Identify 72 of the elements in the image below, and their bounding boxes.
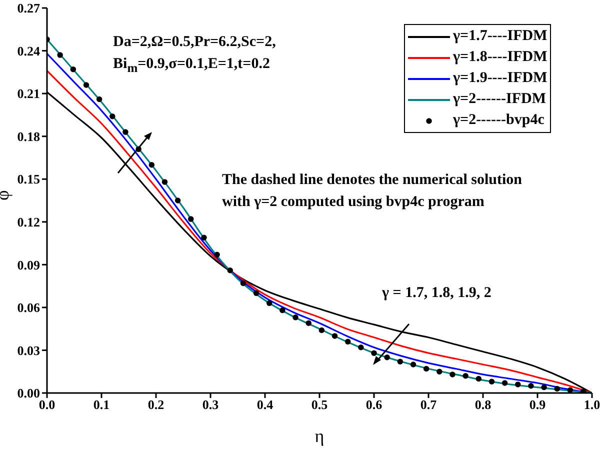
point: [292, 314, 298, 320]
x-tick-label: 0.0: [38, 397, 56, 412]
x-tick-label: 0.7: [420, 397, 438, 412]
point: [450, 372, 456, 378]
annotation: Bi$_{m}$=0.9,σ=0.1,E=1,t=0.2: [113, 56, 270, 76]
point: [488, 378, 495, 384]
x-tick-label: 0.6: [366, 397, 383, 412]
point: [122, 129, 128, 135]
point: [110, 114, 116, 120]
point: [410, 362, 416, 368]
point: [253, 290, 260, 296]
point: [227, 268, 233, 274]
point: [554, 386, 560, 392]
y-tick-label: 0.27: [17, 0, 40, 16]
y-axis-title: φ: [0, 190, 12, 200]
point: [280, 307, 286, 314]
x-tick-label: 0.1: [93, 397, 110, 412]
legend-label: γ=1.7----IFDM: [453, 27, 548, 46]
point: [541, 384, 547, 390]
y-tick-label: 0.15: [17, 172, 40, 187]
legend-label: γ=1.8----IFDM: [453, 48, 548, 67]
point: [528, 383, 534, 389]
point: [332, 333, 338, 339]
point: [476, 376, 482, 382]
point: [384, 354, 390, 360]
point: [174, 198, 181, 204]
x-tick-label: 0.2: [148, 397, 164, 412]
legend-label: γ=1.9----IFDM: [453, 69, 548, 88]
point: [83, 82, 90, 88]
point: [397, 358, 404, 364]
point: [371, 350, 377, 356]
point: [515, 382, 521, 388]
x-tick-label: 0.3: [202, 397, 220, 412]
y-tick-label: 0.06: [17, 300, 40, 316]
annotation: γ = 1.7, 1.8, 1.9, 2: [382, 285, 492, 302]
point: [214, 252, 220, 258]
point: [148, 162, 155, 168]
point: [423, 366, 430, 372]
point: [57, 52, 63, 58]
y-tick-label: 0.09: [17, 257, 40, 272]
point: [306, 320, 312, 326]
x-tick-label: 0.8: [474, 397, 492, 412]
annotation: Da=2,Ω=0.5,Pr=6.2,Sc=2,: [113, 34, 276, 51]
point: [70, 66, 76, 72]
y-tick-label: 0.21: [17, 86, 40, 102]
x-tick-label: 1.0: [584, 397, 600, 412]
x-axis-title: η: [314, 426, 324, 446]
legend-label: γ=2------bvp4c: [453, 111, 544, 130]
x-tick-label: 0.5: [311, 397, 328, 412]
y-tick-label: 0.00: [17, 386, 40, 401]
point: [567, 387, 574, 393]
y-tick-label: 0.12: [17, 214, 40, 230]
x-tick-label: 0.9: [529, 397, 546, 412]
y-tick-label: 0.18: [17, 128, 40, 144]
y-tick-label: 0.03: [17, 342, 40, 358]
point: [358, 344, 364, 350]
point: [436, 368, 442, 374]
point: [188, 216, 194, 222]
point: [462, 373, 468, 379]
x-tick-label: 0.4: [256, 397, 274, 412]
point: [502, 380, 508, 386]
point: [201, 234, 207, 240]
point: [162, 179, 168, 185]
y-tick-label: 0.24: [17, 43, 40, 58]
point: [344, 338, 351, 345]
point: [266, 300, 272, 306]
point: [96, 96, 102, 102]
point: [318, 327, 325, 334]
legend-label: γ=2------IFDM: [453, 90, 546, 109]
annotation: with γ=2 computed using bvp4c program: [222, 194, 484, 211]
point: [240, 280, 246, 286]
annotation: The dashed line denotes the numerical solution: [222, 172, 522, 189]
